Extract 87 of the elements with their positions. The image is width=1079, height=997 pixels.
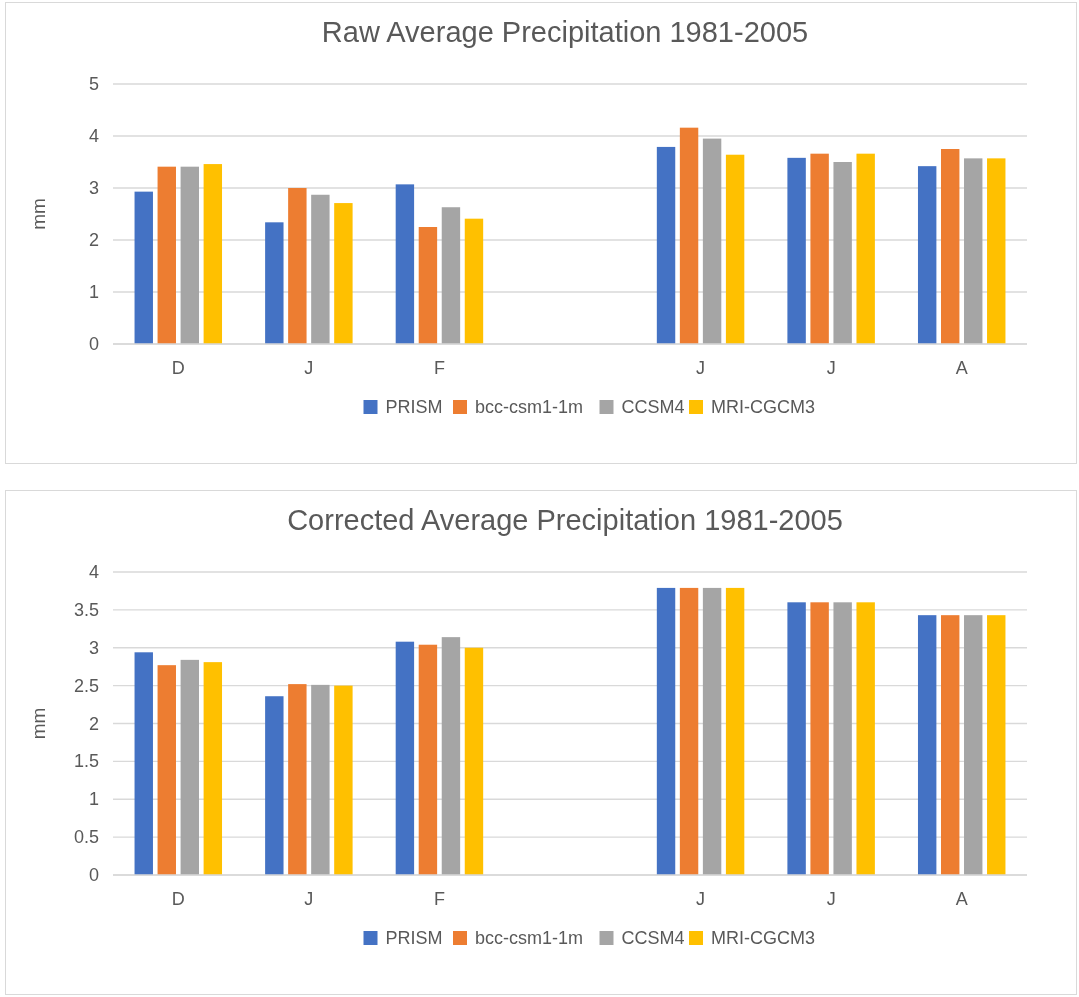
bar — [265, 222, 284, 344]
y-tick-label: 2.5 — [73, 675, 99, 696]
bar — [464, 647, 484, 875]
bar — [810, 153, 829, 344]
y-tick-label: 1 — [88, 789, 99, 810]
bar — [311, 684, 330, 875]
y-tick-label: 1 — [88, 282, 99, 302]
bar — [856, 602, 875, 875]
bar — [656, 587, 676, 875]
y-tick-label: 0.5 — [73, 827, 99, 848]
x-tick-label: A — [955, 889, 968, 909]
bar — [288, 684, 307, 875]
bar — [679, 127, 699, 344]
bar — [180, 166, 200, 344]
bar — [180, 659, 200, 875]
bar — [964, 158, 983, 344]
bar — [441, 207, 461, 344]
bar — [964, 615, 983, 875]
y-tick-label: 2 — [88, 713, 99, 734]
bar — [941, 149, 960, 344]
bar — [395, 641, 415, 875]
x-tick-label: J — [304, 358, 314, 378]
bar — [810, 602, 829, 875]
bar — [833, 602, 852, 875]
bar — [787, 157, 806, 344]
legend-label: CCSM4 — [621, 928, 685, 948]
x-tick-label: F — [433, 358, 445, 378]
bar — [311, 194, 330, 344]
bar — [725, 587, 745, 875]
bar — [987, 158, 1006, 344]
bar — [265, 696, 284, 875]
bar — [917, 615, 937, 875]
legend-label: MRI-CGCM3 — [711, 928, 815, 948]
y-tick-label: 0 — [88, 334, 99, 354]
bar — [725, 154, 745, 344]
bar — [134, 652, 153, 875]
bar — [833, 162, 852, 344]
chart-title: Raw Average Precipitation 1981-2005 — [321, 16, 809, 48]
legend-label: CCSM4 — [621, 397, 685, 417]
bar — [203, 164, 223, 344]
bar — [418, 644, 438, 875]
x-tick-label: A — [955, 358, 968, 378]
y-tick-label: 1.5 — [73, 751, 99, 772]
x-tick-label: J — [304, 889, 314, 909]
y-axis-title: mm — [28, 707, 49, 740]
bar — [702, 587, 722, 875]
bar — [441, 637, 461, 875]
bar — [856, 153, 875, 344]
x-tick-label: J — [696, 358, 706, 378]
y-tick-label: 3.5 — [73, 599, 99, 620]
x-tick-label: D — [171, 358, 185, 378]
y-tick-label: 4 — [88, 562, 99, 582]
x-tick-label: J — [826, 358, 836, 378]
bar — [787, 602, 806, 875]
bar — [288, 188, 307, 344]
y-axis-title: mm — [28, 198, 49, 230]
x-tick-label: D — [171, 889, 185, 909]
y-tick-label: 5 — [88, 74, 99, 94]
y-tick-label: 2 — [88, 230, 99, 250]
bar — [702, 138, 722, 344]
bar — [395, 184, 415, 344]
bar — [987, 615, 1006, 875]
bar — [334, 685, 353, 875]
bar — [679, 587, 699, 875]
x-tick-label: J — [696, 889, 706, 909]
y-tick-label: 4 — [88, 126, 99, 146]
bar — [656, 146, 676, 344]
bar — [941, 615, 960, 875]
bar — [464, 218, 484, 344]
bar — [418, 227, 438, 344]
bar — [157, 166, 176, 344]
bar — [157, 665, 176, 875]
y-tick-label: 3 — [88, 637, 99, 658]
bar — [334, 203, 353, 344]
bar — [203, 662, 223, 875]
legend-label: PRISM — [385, 397, 443, 417]
chart-title: Corrected Average Precipitation 1981-2005 — [287, 504, 843, 536]
legend-label: PRISM — [385, 928, 443, 948]
legend-label: bcc-csm1-1m — [475, 397, 584, 417]
bar — [134, 191, 153, 344]
x-tick-label: F — [433, 889, 445, 909]
y-tick-label: 3 — [88, 178, 99, 198]
x-tick-label: J — [826, 889, 836, 909]
bar — [917, 166, 937, 344]
y-tick-label: 0 — [88, 865, 99, 885]
legend-label: bcc-csm1-1m — [475, 928, 584, 948]
legend-label: MRI-CGCM3 — [711, 397, 815, 417]
